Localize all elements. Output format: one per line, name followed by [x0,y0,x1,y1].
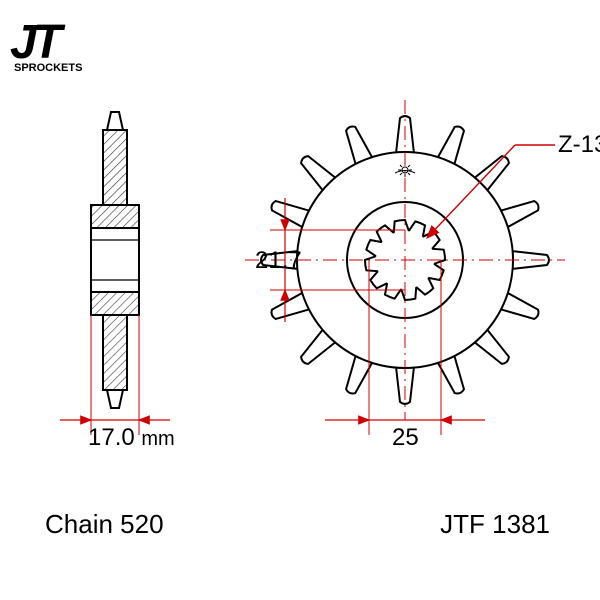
bore-value: 21.7 [255,247,302,274]
spline-label: Z-13 [558,131,600,158]
hub-value: 25 [392,424,419,451]
width-value: 17.0 mm [88,424,175,451]
technical-drawing: 17.0 mm [0,0,600,600]
side-cross-section [60,112,170,435]
